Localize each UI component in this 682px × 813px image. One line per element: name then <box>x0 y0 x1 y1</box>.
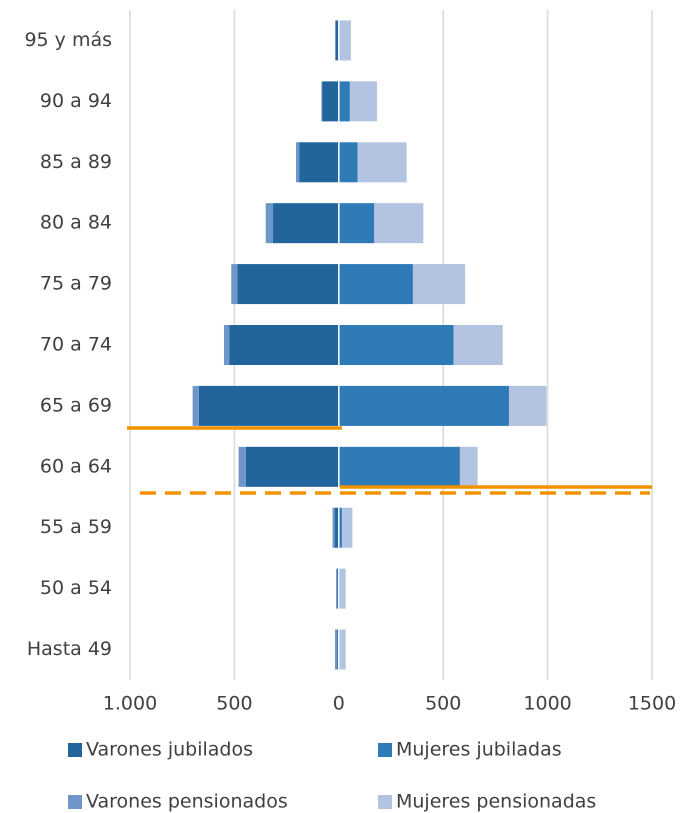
x-tick-label: 1000 <box>523 693 571 715</box>
bar <box>295 142 300 183</box>
bar <box>338 142 358 183</box>
bar <box>341 507 353 548</box>
bar <box>453 325 503 365</box>
bar <box>338 81 350 122</box>
x-tick-label: 500 <box>216 693 252 715</box>
bar <box>459 446 478 487</box>
y-tick-label: 80 a 84 <box>40 212 112 234</box>
y-tick-label: 70 a 74 <box>40 334 112 356</box>
y-tick-label: 55 a 59 <box>40 516 112 538</box>
bar <box>338 203 375 244</box>
y-tick-label: 95 y más <box>24 29 112 51</box>
y-tick-label: 65 a 69 <box>40 394 112 416</box>
bar <box>338 446 460 487</box>
y-tick-label: 75 a 79 <box>40 273 112 295</box>
bar <box>338 507 342 548</box>
y-tick-label: 60 a 64 <box>40 455 112 477</box>
x-tick-label: 0 <box>333 693 345 715</box>
bar <box>337 568 339 609</box>
bar <box>265 203 274 244</box>
bar <box>357 142 407 183</box>
bar <box>321 81 323 122</box>
plot-area: 1.000 500 0 500 1000 1500 95 y más 90 a 94 85 a … <box>24 10 676 715</box>
bar <box>334 507 339 548</box>
bar <box>231 264 238 305</box>
bar <box>273 203 339 244</box>
bar <box>338 264 413 305</box>
bar <box>237 264 339 305</box>
y-tick-label: 50 a 54 <box>40 577 112 599</box>
legend-label: Varones pensionados <box>86 791 288 813</box>
y-tick-label: 90 a 94 <box>40 90 112 112</box>
bar <box>349 81 378 122</box>
bar <box>229 325 339 365</box>
legend-swatch <box>68 795 82 809</box>
bar <box>339 20 351 61</box>
bar <box>337 629 339 670</box>
bar <box>338 385 509 426</box>
legend-label: Mujeres pensionadas <box>396 791 596 813</box>
bar <box>374 203 424 244</box>
bar <box>339 629 346 670</box>
bar <box>335 629 338 670</box>
bar <box>339 568 346 609</box>
legend-swatch <box>378 795 392 809</box>
bar <box>223 325 230 365</box>
bar <box>238 446 246 487</box>
x-tick-label: 500 <box>425 693 461 715</box>
bar <box>332 507 335 548</box>
bar <box>322 81 339 122</box>
bar <box>412 264 466 305</box>
y-tick-label: 85 a 89 <box>40 151 112 173</box>
bar <box>245 446 339 487</box>
bar <box>335 20 339 61</box>
bar <box>198 385 339 426</box>
x-tick-label: 1.000 <box>103 693 157 715</box>
bar <box>335 20 336 61</box>
bar <box>508 385 547 426</box>
legend-swatch <box>68 743 82 757</box>
bar <box>338 325 454 365</box>
bar <box>192 385 199 426</box>
legend-label: Varones jubilados <box>86 739 253 761</box>
bar <box>336 568 338 609</box>
legend-label: Mujeres jubiladas <box>396 739 562 761</box>
legend-swatch <box>378 743 392 757</box>
y-tick-label: Hasta 49 <box>27 638 112 660</box>
bar <box>299 142 339 183</box>
x-tick-label: 1500 <box>628 693 676 715</box>
